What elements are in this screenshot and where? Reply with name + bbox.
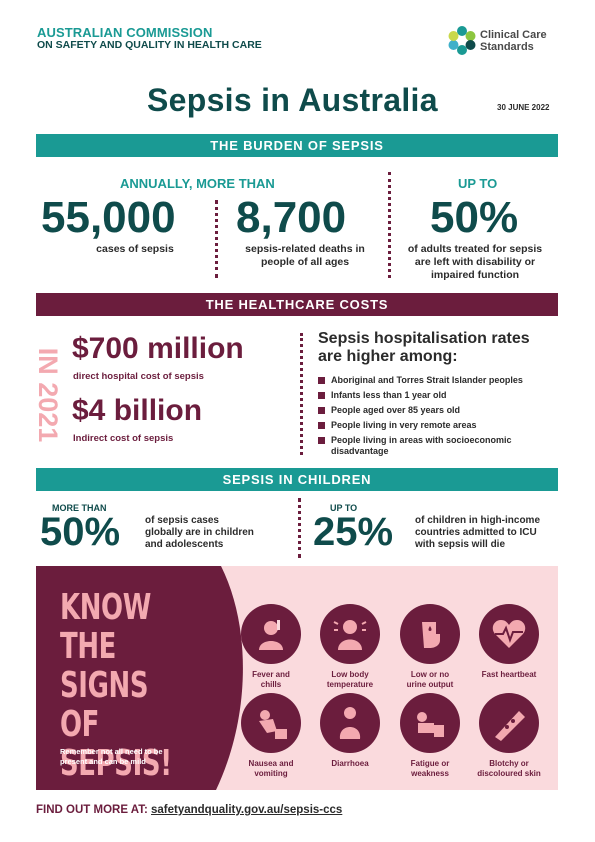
sign-label: urine output <box>406 680 454 689</box>
annually-label: ANNUALLY, MORE THAN <box>120 176 275 191</box>
rates-heading-l1: Sepsis hospitalisation rates <box>318 330 530 347</box>
sign-blotchy-skin: Blotchy or discoloured skin <box>469 693 549 779</box>
low-temperature-icon <box>320 604 380 664</box>
heart-icon <box>479 604 539 664</box>
cap2-l2: countries admitted to ICU <box>415 527 537 538</box>
cases-value: 55,000 <box>41 193 176 242</box>
icu-pct-value: 25% <box>313 510 394 554</box>
sign-fatigue: Fatigue or weakness <box>390 693 470 779</box>
sign-label: temperature <box>326 680 374 689</box>
know-the-signs-heading: KNOW THE SIGNS OF SEPSIS! <box>60 588 182 783</box>
toilet-icon <box>400 604 460 664</box>
list-item: Aboriginal and Torres Strait Islander pe… <box>318 375 558 386</box>
list-item: Infants less than 1 year old <box>318 390 558 401</box>
sign-label: Fever and <box>252 670 290 679</box>
find-out-more: FIND OUT MORE AT: safetyandquality.gov.a… <box>36 804 342 816</box>
deaths-caption-l2: people of all ages <box>260 256 350 268</box>
cap1-l2: globally are in children <box>145 527 254 538</box>
know-l2: SIGNS OF <box>60 665 149 745</box>
ccs-line1: Clinical Care <box>480 29 547 41</box>
sign-fast-heartbeat: Fast heartbeat <box>469 604 549 680</box>
cap1-l3: and adolescents <box>145 539 224 550</box>
arm-skin-icon <box>479 693 539 753</box>
deaths-value: 8,700 <box>236 193 347 242</box>
list-item: People living in areas with socioeconomi… <box>318 435 558 457</box>
deaths-caption: sepsis-related deaths in people of all a… <box>225 243 385 269</box>
pct-caption-l3: impaired function <box>430 269 520 281</box>
page-title: Sepsis in Australia <box>147 82 438 118</box>
sign-diarrhoea: Diarrhoea <box>310 693 390 769</box>
cap1-l1: of sepsis cases <box>145 515 219 526</box>
burden-band: THE BURDEN OF SEPSIS <box>36 134 558 157</box>
sign-label: discoloured skin <box>477 769 541 778</box>
org-name-line1: AUSTRALIAN COMMISSION <box>37 25 213 40</box>
costs-band: THE HEALTHCARE COSTS <box>36 293 558 316</box>
divider-1 <box>215 200 218 278</box>
nausea-icon <box>241 693 301 753</box>
pct-disability-value: 50% <box>430 193 519 242</box>
sign-fever: Fever and chills <box>231 604 311 690</box>
children-pct-value: 50% <box>40 510 121 554</box>
indirect-cost-caption: Indirect cost of sepsis <box>73 433 174 444</box>
sign-label: Low or no <box>410 670 450 679</box>
pct-disability-caption: of adults treated for sepsis are left wi… <box>395 243 555 282</box>
divider-2 <box>388 172 391 278</box>
sign-label: Low body <box>331 670 369 679</box>
indirect-cost-value: $4 billion <box>72 394 203 427</box>
cap2-l1: of children in high-income <box>415 515 540 526</box>
fatigue-icon <box>400 693 460 753</box>
rates-heading-l2: are higher among: <box>318 348 458 365</box>
ccs-line2: Standards <box>480 41 534 53</box>
upto-children-label: UP TO <box>330 503 358 513</box>
pct-caption-l1: of adults treated for sepsis <box>407 243 543 255</box>
children-band: SEPSIS IN CHILDREN <box>36 468 558 491</box>
deaths-caption-l1: sepsis-related deaths in <box>245 243 365 255</box>
sign-label: Diarrhoea <box>331 759 369 768</box>
list-item: People aged over 85 years old <box>318 405 558 416</box>
sign-label: Nausea and <box>248 759 294 768</box>
diarrhoea-icon <box>320 693 380 753</box>
publish-date: 30 JUNE 2022 <box>497 103 550 112</box>
remember-l2: present and can be mild <box>60 757 146 766</box>
rates-heading: Sepsis hospitalisation rates are higher … <box>318 330 558 366</box>
fever-icon <box>241 604 301 664</box>
sign-label: vomiting <box>254 769 288 778</box>
remember-l1: Remember not all need to be <box>60 747 163 756</box>
direct-cost-value: $700 million <box>72 332 244 365</box>
divider-4 <box>298 498 301 558</box>
sign-label: chills <box>260 680 282 689</box>
cap2-l3: with sepsis will die <box>415 539 506 550</box>
more-than-label: MORE THAN <box>52 503 107 513</box>
signs-panel-left-shape <box>36 566 243 790</box>
year-text: IN 2021 <box>33 348 63 443</box>
find-out-label: FIND OUT MORE AT: <box>36 804 148 816</box>
sign-label: Fatigue or <box>410 759 450 768</box>
pct-caption-l2: are left with disability or <box>414 256 536 268</box>
ccs-ring-icon <box>448 26 476 55</box>
know-l3: SEPSIS! <box>60 743 172 784</box>
sign-low-urine: Low or no urine output <box>390 604 470 690</box>
cases-caption: cases of sepsis <box>96 243 174 255</box>
website-link[interactable]: safetyandquality.gov.au/sepsis-ccs <box>151 804 343 816</box>
sign-label: weakness <box>411 769 449 778</box>
rates-list: Aboriginal and Torres Strait Islander pe… <box>318 375 558 461</box>
org-name-line2: ON SAFETY AND QUALITY IN HEALTH CARE <box>37 39 262 51</box>
in-2021-label: IN 2021 <box>33 348 63 443</box>
upto-label: UP TO <box>458 176 498 191</box>
org-logo: AUSTRALIAN COMMISSION ON SAFETY AND QUAL… <box>37 26 262 52</box>
know-l1: KNOW THE <box>60 587 151 667</box>
direct-cost-caption: direct hospital cost of sepsis <box>73 371 204 382</box>
divider-3 <box>300 333 303 455</box>
sign-nausea: Nausea and vomiting <box>231 693 311 779</box>
icu-pct-caption: of children in high-income countries adm… <box>415 515 560 551</box>
sign-label: Blotchy or <box>489 759 529 768</box>
sign-low-temp: Low body temperature <box>310 604 390 690</box>
children-pct-caption: of sepsis cases globally are in children… <box>145 515 285 551</box>
remember-note: Remember not all need to be present and … <box>60 747 200 767</box>
list-item: People living in very remote areas <box>318 420 558 431</box>
sign-label: Fast heartbeat <box>481 670 537 679</box>
